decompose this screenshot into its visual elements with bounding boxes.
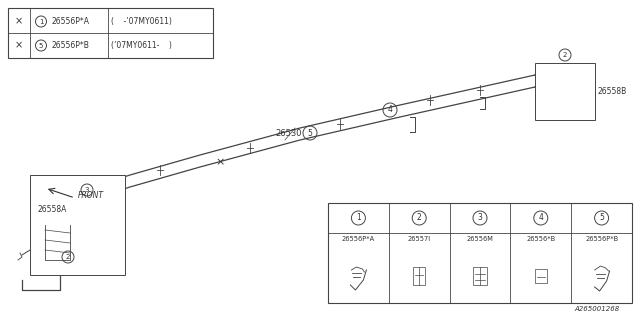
Text: 26556P*B: 26556P*B <box>51 41 89 50</box>
Text: 26556M: 26556M <box>467 236 493 242</box>
Text: 4: 4 <box>538 213 543 222</box>
Text: 26556P*A: 26556P*A <box>342 236 375 242</box>
Bar <box>328 203 632 303</box>
Text: 26558A: 26558A <box>38 205 67 214</box>
Bar <box>413 267 425 285</box>
Text: 3: 3 <box>477 213 483 222</box>
Text: (’07MY0611-    ): (’07MY0611- ) <box>111 41 172 50</box>
Text: 1: 1 <box>356 213 361 222</box>
Bar <box>30 175 125 275</box>
Bar <box>535 269 547 283</box>
Text: 2: 2 <box>417 213 422 222</box>
Text: FRONT: FRONT <box>78 191 104 201</box>
Bar <box>8 8 213 58</box>
Text: ×: × <box>215 157 225 167</box>
Text: 26530: 26530 <box>275 129 301 138</box>
Text: 26556P*B: 26556P*B <box>585 236 618 242</box>
Text: 5: 5 <box>599 213 604 222</box>
Text: ×: × <box>15 17 23 27</box>
Text: 26557I: 26557I <box>408 236 431 242</box>
Text: ×: × <box>15 41 23 51</box>
Text: 5: 5 <box>308 129 312 138</box>
Text: A265001268: A265001268 <box>575 306 620 312</box>
Text: 1: 1 <box>39 19 44 25</box>
Text: 2: 2 <box>66 254 70 260</box>
Text: 26556*B: 26556*B <box>526 236 556 242</box>
Text: 5: 5 <box>39 43 43 49</box>
Bar <box>535 63 595 120</box>
Text: 26558B: 26558B <box>598 87 627 96</box>
Text: 2: 2 <box>563 52 567 58</box>
Text: (    -’07MY0611): ( -’07MY0611) <box>111 17 172 26</box>
Text: 26556P*A: 26556P*A <box>51 17 89 26</box>
Bar <box>473 267 487 285</box>
Text: 4: 4 <box>388 106 392 115</box>
Text: 3: 3 <box>84 187 89 193</box>
